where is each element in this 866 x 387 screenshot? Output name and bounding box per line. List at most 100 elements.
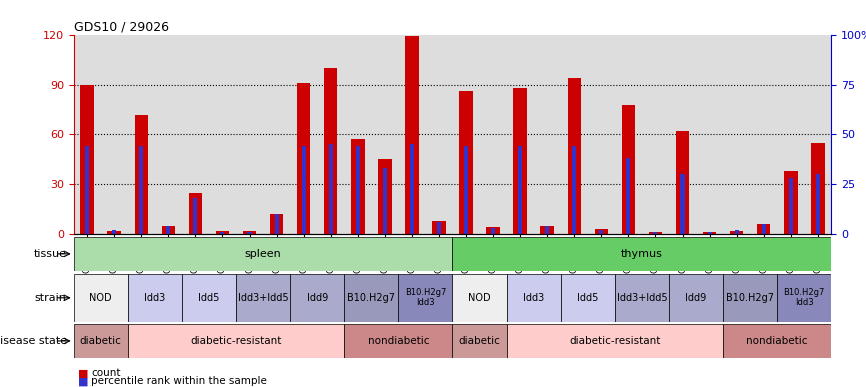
Text: Idd3+Idd5: Idd3+Idd5 <box>617 293 667 303</box>
Bar <box>730 231 743 234</box>
Bar <box>599 230 604 234</box>
Bar <box>134 115 148 234</box>
Text: Idd9: Idd9 <box>307 293 328 303</box>
Bar <box>139 146 143 234</box>
Text: diabetic-resistant: diabetic-resistant <box>569 336 661 346</box>
Bar <box>193 198 197 234</box>
Bar <box>567 78 581 234</box>
Bar <box>811 143 824 234</box>
Text: diabetic: diabetic <box>80 336 121 346</box>
Bar <box>681 174 684 234</box>
Bar <box>410 144 414 234</box>
Bar <box>708 232 712 234</box>
Text: percentile rank within the sample: percentile rank within the sample <box>91 376 267 386</box>
Text: NOD: NOD <box>89 293 112 303</box>
Bar <box>452 274 507 322</box>
Bar <box>540 226 554 234</box>
Bar <box>248 232 251 234</box>
Bar <box>675 131 689 234</box>
Bar <box>615 274 669 322</box>
Bar <box>595 229 608 234</box>
Bar <box>107 231 121 234</box>
Text: ■: ■ <box>78 368 88 378</box>
Bar <box>654 232 657 234</box>
Text: Idd5: Idd5 <box>198 293 220 303</box>
Text: strain: strain <box>35 293 67 303</box>
Bar <box>789 178 792 234</box>
Bar <box>432 221 446 234</box>
Bar <box>507 274 561 322</box>
Bar <box>351 139 365 234</box>
Bar <box>561 274 615 322</box>
Bar <box>242 231 256 234</box>
Bar <box>491 228 495 234</box>
Bar <box>329 144 333 234</box>
Bar <box>452 324 507 358</box>
Bar <box>236 274 290 322</box>
Bar <box>378 159 391 234</box>
Bar <box>324 68 338 234</box>
Bar <box>452 237 831 271</box>
Bar <box>546 226 549 234</box>
Bar <box>487 228 500 234</box>
Text: nondiabetic: nondiabetic <box>367 336 430 346</box>
Text: GDS10 / 29026: GDS10 / 29026 <box>74 21 169 34</box>
Bar <box>182 274 236 322</box>
Bar <box>345 324 452 358</box>
Bar <box>622 104 635 234</box>
Bar <box>626 158 630 234</box>
Bar <box>275 214 279 234</box>
Bar <box>113 230 116 234</box>
Text: B10.H2g7: B10.H2g7 <box>347 293 395 303</box>
Bar <box>572 146 576 234</box>
Text: Idd5: Idd5 <box>577 293 598 303</box>
Text: thymus: thymus <box>621 249 662 259</box>
Bar <box>85 146 89 234</box>
Bar <box>290 274 345 322</box>
Bar <box>128 324 345 358</box>
Bar <box>74 324 128 358</box>
Text: NOD: NOD <box>469 293 491 303</box>
Text: Idd3: Idd3 <box>523 293 545 303</box>
Bar <box>270 214 283 234</box>
Text: Idd9: Idd9 <box>685 293 707 303</box>
Bar <box>398 274 452 322</box>
Bar <box>703 233 716 234</box>
Bar <box>518 146 522 234</box>
Bar <box>166 226 171 234</box>
Text: spleen: spleen <box>245 249 281 259</box>
Text: diabetic-resistant: diabetic-resistant <box>191 336 281 346</box>
Bar <box>669 274 723 322</box>
Bar <box>356 146 359 234</box>
Bar <box>216 231 229 234</box>
Bar <box>345 274 398 322</box>
Text: ■: ■ <box>78 376 88 386</box>
Text: Idd3+Idd5: Idd3+Idd5 <box>238 293 288 303</box>
Text: nondiabetic: nondiabetic <box>746 336 808 346</box>
Bar <box>762 224 766 234</box>
Bar <box>649 233 662 234</box>
Text: B10.H2g7
Idd3: B10.H2g7 Idd3 <box>404 288 446 308</box>
Bar <box>816 174 820 234</box>
Bar <box>74 274 128 322</box>
Bar <box>723 324 831 358</box>
Text: tissue: tissue <box>34 249 67 259</box>
Text: B10.H2g7: B10.H2g7 <box>727 293 774 303</box>
Bar <box>507 324 723 358</box>
Text: count: count <box>91 368 120 378</box>
Bar <box>514 88 527 234</box>
Bar <box>301 146 306 234</box>
Bar <box>81 85 94 234</box>
Bar <box>437 222 441 234</box>
Bar <box>221 232 224 234</box>
Text: disease state: disease state <box>0 336 67 346</box>
Bar <box>405 36 418 234</box>
Bar <box>734 230 739 234</box>
Bar <box>784 171 798 234</box>
Text: Idd3: Idd3 <box>144 293 165 303</box>
Bar <box>297 83 310 234</box>
Bar <box>778 274 831 322</box>
Bar <box>757 224 771 234</box>
Bar <box>459 91 473 234</box>
Bar <box>464 146 468 234</box>
